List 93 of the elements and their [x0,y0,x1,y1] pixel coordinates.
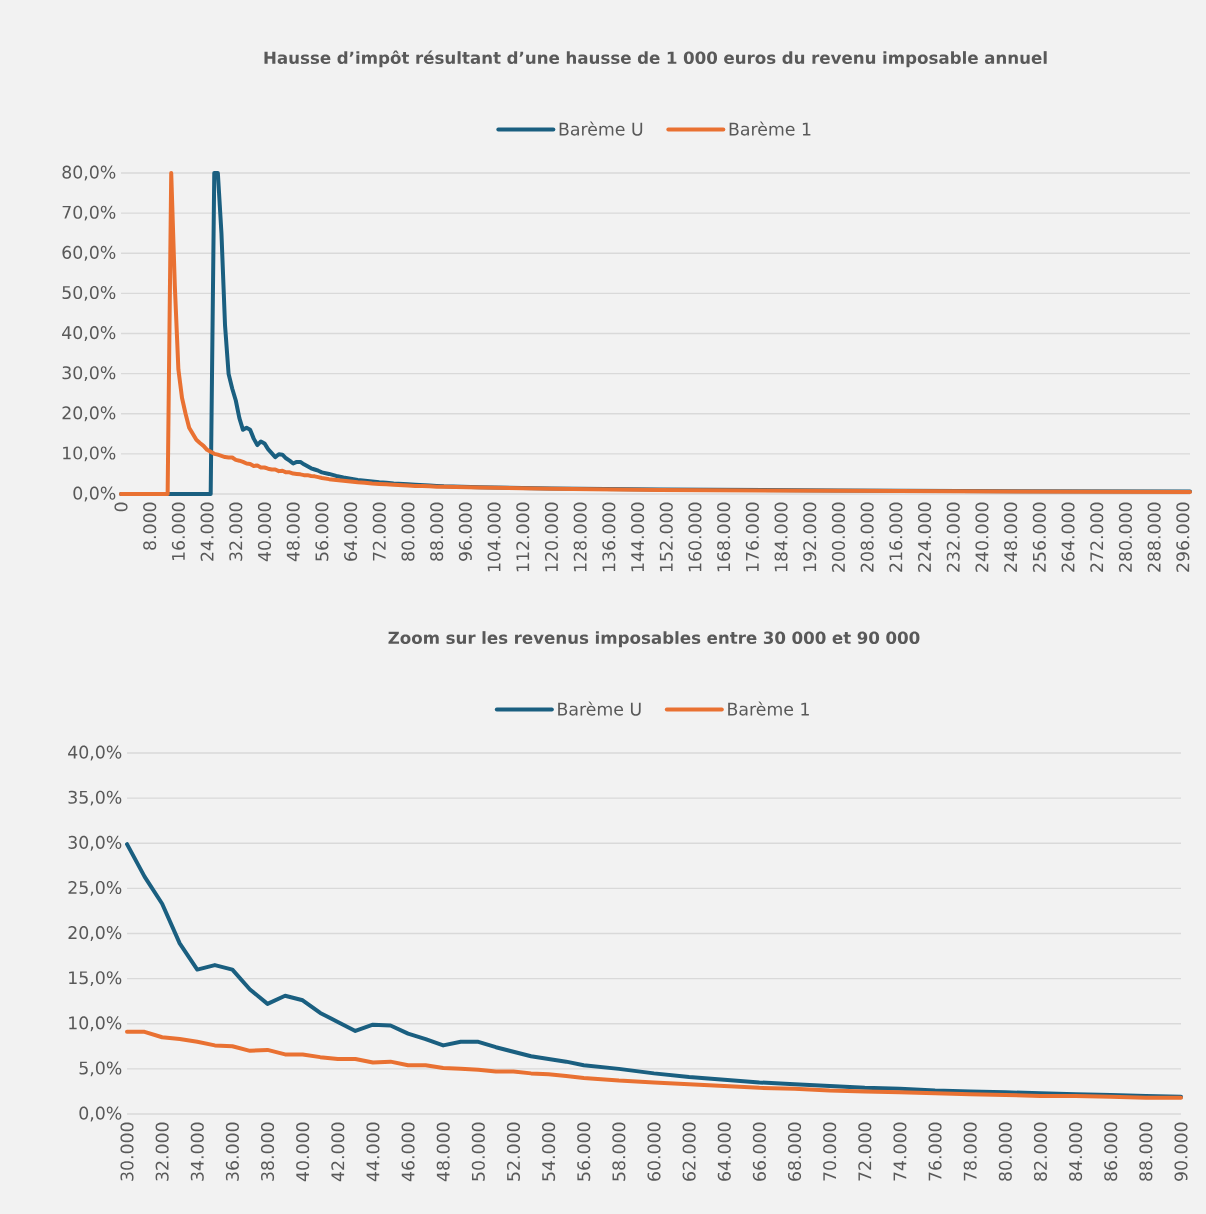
y-tick-label: 35,0% [68,790,122,806]
x-tick-label: 152.000 [659,502,673,572]
x-tick-label: 40.000 [296,1122,310,1182]
x-tick-label: 80.000 [401,502,415,561]
x-tick-label: 58.000 [612,1122,626,1181]
x-tick-label: 80.000 [998,1122,1012,1181]
x-tick-label: 56.000 [577,1122,591,1181]
y-tick-label: 30,0% [68,835,122,851]
x-tick-label: 24.000 [200,502,214,561]
x-tick-label: 264.000 [1061,502,1075,572]
x-tick-label: 184.000 [774,502,788,572]
x-tick-label: 48.000 [286,502,300,562]
legend-label: Barème 1 [728,701,809,716]
x-tick-label: 280.000 [1118,502,1132,572]
x-tick-label: 52.000 [506,1122,521,1181]
x-tick-label: 120.000 [544,502,559,572]
x-tick-label: 208.000 [860,502,874,572]
x-tick-label: 38.000 [260,1122,275,1181]
x-tick-label: 104.000 [487,502,501,572]
x-tick-label: 192.000 [803,502,817,572]
x-tick-label: 288.000 [1147,502,1161,572]
x-tick-label: 64.000 [344,502,358,561]
x-tick-label: 66.000 [752,1122,766,1181]
x-tick-label: 42.000 [331,1122,345,1182]
x-tick-label: 88.000 [430,502,444,561]
x-tick-label: 44.000 [366,1122,380,1182]
x-tick-label: 78.000 [963,1122,977,1181]
x-tick-label: 168.000 [717,502,731,572]
x-tick-label: 144.000 [631,502,645,572]
x-tick-label: 56.000 [315,502,329,561]
x-tick-label: 256.000 [1032,502,1046,572]
x-tick-label: 32.000 [229,502,243,561]
x-tick-label: 72.000 [372,502,386,561]
x-tick-label: 16.000 [171,502,185,561]
legend-label: Barème U [559,121,643,136]
y-tick-label: 20,0% [62,406,116,422]
chart-title: Zoom sur les revenus imposables entre 30 000 et 90 000 [388,631,920,648]
y-tick-label: 0,0% [73,486,116,502]
x-tick-label: 90.000 [1174,1122,1188,1181]
x-tick-label: 0 [114,502,128,512]
x-tick-label: 32.000 [155,1122,169,1181]
x-tick-label: 72.000 [858,1122,872,1181]
x-tick-label: 176.000 [745,502,759,572]
y-tick-label: 60,0% [62,245,116,261]
x-tick-label: 160.000 [688,502,702,572]
legend-label: Barème 1 [729,121,811,136]
x-tick-label: 60.000 [647,1122,661,1181]
x-tick-label: 40.000 [257,502,272,562]
x-tick-label: 232.000 [946,502,960,572]
y-tick-label: 0,0% [79,1106,122,1122]
x-tick-label: 34.000 [190,1122,204,1181]
x-tick-label: 224.000 [917,502,932,572]
x-tick-label: 136.000 [602,502,616,572]
y-tick-label: 40,0% [62,326,116,341]
y-tick-label: 5,0% [79,1061,122,1077]
x-tick-label: 86.000 [1104,1122,1118,1181]
x-tick-label: 248.000 [1004,502,1018,572]
y-tick-label: 10,0% [63,446,116,462]
x-tick-label: 64.000 [717,1122,731,1181]
y-tick-label: 10,0% [69,1016,122,1032]
x-tick-label: 50.000 [471,1122,485,1181]
x-tick-label: 76.000 [928,1122,942,1181]
legend-label: Barème U [558,701,641,716]
y-tick-label: 70,0% [62,205,116,221]
x-tick-label: 88.000 [1139,1122,1153,1181]
x-tick-label: 96.000 [458,502,472,561]
x-tick-label: 62.000 [682,1122,696,1181]
x-tick-label: 128.000 [573,502,587,572]
y-tick-label: 80,0% [62,165,116,181]
y-tick-label: 50,0% [62,285,116,301]
x-tick-label: 240.000 [975,502,989,572]
x-tick-label: 46.000 [401,1122,415,1182]
x-tick-label: 296.000 [1176,502,1190,572]
x-tick-label: 48.000 [436,1122,450,1182]
x-tick-label: 216.000 [889,502,903,572]
x-tick-label: 84.000 [1069,1122,1083,1181]
x-tick-label: 36.000 [225,1122,239,1181]
y-tick-label: 30,0% [62,366,116,382]
x-tick-label: 82.000 [1033,1122,1048,1181]
x-tick-label: 30.000 [120,1122,134,1181]
y-tick-label: 15,0% [69,971,122,987]
x-tick-label: 112.000 [516,502,530,572]
y-tick-label: 25,0% [68,880,122,896]
x-tick-label: 8.000 [143,502,157,550]
x-tick-label: 200.000 [831,502,846,572]
x-tick-label: 74.000 [893,1122,907,1181]
x-tick-label: 272.000 [1090,502,1104,572]
x-tick-label: 70.000 [823,1122,837,1181]
y-tick-label: 20,0% [68,926,122,941]
x-tick-label: 68.000 [787,1122,802,1181]
x-tick-label: 54.000 [542,1122,556,1181]
y-tick-label: 40,0% [68,745,122,761]
chart-title: Hausse d’impôt résultant d’une hausse de 1 000 euros du revenu imposable annuel [264,50,1047,68]
